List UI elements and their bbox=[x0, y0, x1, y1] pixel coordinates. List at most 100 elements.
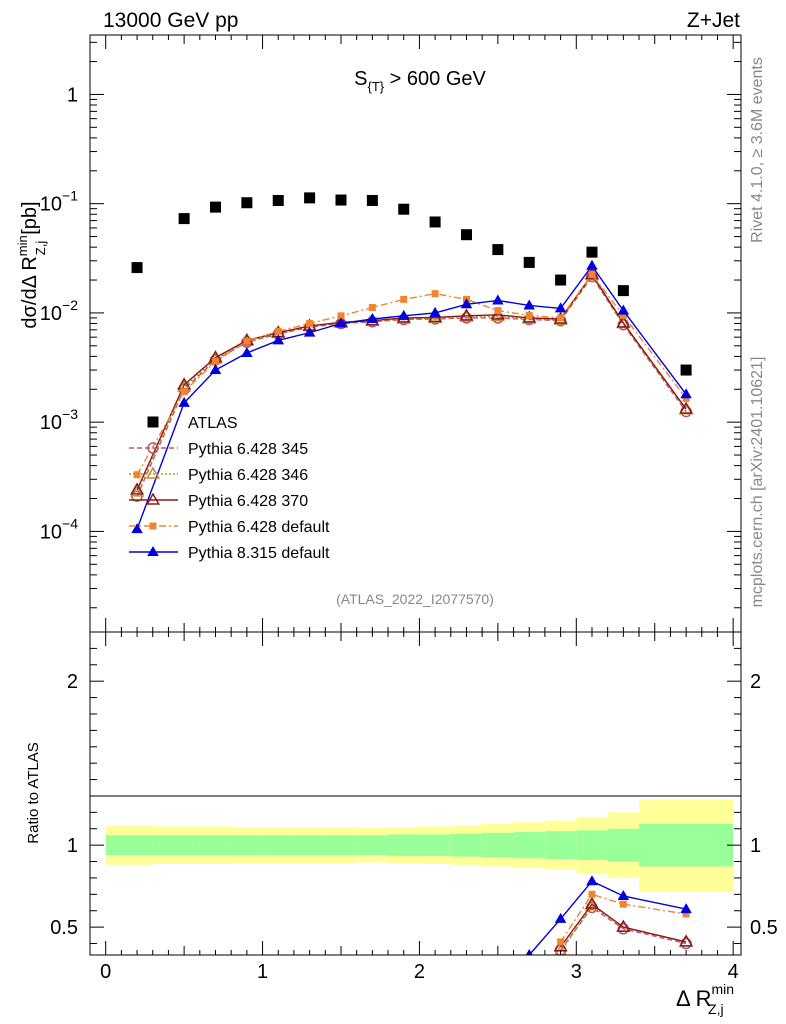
ratio-point bbox=[679, 934, 694, 947]
data-point bbox=[241, 197, 253, 209]
series-line bbox=[136, 273, 687, 476]
data-point bbox=[397, 309, 410, 320]
mcplots-label: mcplots.cern.ch [arXiv:2401.10621] bbox=[749, 357, 766, 608]
data-point bbox=[616, 315, 631, 328]
ratio-point bbox=[588, 890, 596, 898]
legend-label: Pythia 6.428 345 bbox=[188, 441, 308, 458]
data-point bbox=[679, 401, 694, 414]
data-point bbox=[680, 388, 692, 399]
legend-marker bbox=[149, 522, 157, 530]
ratio-band-inner bbox=[388, 834, 420, 856]
data-point bbox=[460, 229, 472, 241]
data-point bbox=[680, 364, 692, 376]
ratio-band-inner bbox=[639, 823, 734, 867]
data-point bbox=[494, 307, 502, 315]
ratio-band-inner bbox=[262, 835, 294, 855]
x-axis-title-sup: min bbox=[711, 981, 734, 997]
data-point bbox=[335, 194, 347, 206]
ratio-band-inner bbox=[105, 835, 153, 855]
data-point bbox=[304, 192, 316, 204]
legend-entry: Pythia 6.428 346 bbox=[129, 466, 308, 484]
data-point bbox=[619, 311, 627, 319]
y-tick-label: 10−3 bbox=[40, 406, 78, 434]
y-tick-label: 10−2 bbox=[40, 297, 78, 325]
y-tick-label: 1 bbox=[67, 84, 78, 106]
data-point bbox=[303, 326, 316, 337]
legend-label: Pythia 6.428 370 bbox=[188, 493, 308, 510]
data-point bbox=[130, 482, 145, 495]
data-point bbox=[429, 306, 441, 317]
ratio-line bbox=[560, 906, 687, 951]
data-point bbox=[178, 396, 190, 407]
ratio-y-tick-labels: 0.5 0.5 1 1 2 2 bbox=[50, 671, 778, 939]
x-tick-label: 0 bbox=[100, 961, 111, 983]
x-axis-title-sub: Z,j bbox=[708, 1001, 724, 1017]
ratio-y-axis-title: Ratio to ATLAS bbox=[25, 742, 42, 843]
data-point bbox=[557, 314, 565, 322]
legend-entry: ATLAS bbox=[147, 415, 238, 432]
chart-title-rest: > 600 GeV bbox=[384, 68, 486, 90]
data-point bbox=[523, 256, 535, 268]
process-label: Z+Jet bbox=[687, 9, 740, 32]
data-point bbox=[492, 244, 504, 256]
data-point bbox=[241, 346, 253, 357]
ratio-point bbox=[554, 912, 567, 923]
ratio-y-tick-label-left: 0.5 bbox=[50, 917, 78, 939]
data-point bbox=[209, 364, 222, 375]
ratio-band-inner bbox=[544, 831, 577, 860]
ratio-point bbox=[680, 903, 692, 914]
data-point bbox=[431, 290, 439, 298]
legend-label: ATLAS bbox=[188, 415, 238, 432]
legend-entry: Pythia 8.315 default bbox=[129, 545, 330, 562]
analysis-id: (ATLAS_2022_I2077570) bbox=[336, 591, 494, 607]
data-point bbox=[131, 523, 143, 534]
data-point bbox=[131, 262, 143, 274]
ratio-band-inner bbox=[356, 835, 389, 855]
legend-marker bbox=[147, 416, 159, 428]
data-point bbox=[429, 216, 441, 228]
data-point bbox=[180, 388, 188, 396]
x-tick-label: 2 bbox=[414, 961, 425, 983]
y-axis-title-unit: [pb] bbox=[19, 201, 41, 234]
legend-marker bbox=[145, 492, 161, 505]
ratio-band-inner bbox=[607, 828, 640, 862]
y-tick-label: 10−4 bbox=[40, 515, 78, 543]
data-point bbox=[178, 213, 190, 225]
ratio-axis-ticks bbox=[90, 632, 741, 955]
data-point bbox=[366, 312, 379, 323]
ratio-uncertainty-bands bbox=[105, 799, 734, 892]
ratio-y-tick-label-right: 2 bbox=[750, 671, 761, 693]
ratio-y-tick-label-right: 0.5 bbox=[750, 917, 778, 939]
data-point bbox=[586, 246, 598, 258]
data-point bbox=[492, 294, 504, 305]
ratio-point bbox=[617, 889, 630, 900]
legend-entry: Pythia 6.428 370 bbox=[129, 492, 308, 510]
x-tick-labels: 0 1 2 3 4 bbox=[100, 961, 739, 983]
chart-title-sub: {T} bbox=[367, 79, 384, 94]
ratio-point bbox=[586, 875, 598, 886]
y-tick-label: 10−1 bbox=[40, 188, 78, 216]
chart-title: S{T} > 600 GeV bbox=[354, 68, 486, 94]
legend-label: Pythia 6.428 default bbox=[188, 519, 330, 536]
ratio-point bbox=[616, 919, 631, 932]
ratio-band-inner bbox=[450, 833, 483, 857]
legend-marker bbox=[147, 442, 159, 454]
y-axis-title-sup: min bbox=[15, 235, 30, 256]
data-point bbox=[368, 304, 376, 312]
ratio-band-inner bbox=[152, 835, 200, 855]
chart-title-main: S bbox=[354, 68, 367, 90]
data-point bbox=[274, 327, 282, 335]
main-panel: 1 10−1 10−2 10−3 10−4 S{T} > 600 GeV (ATLAS_… bbox=[15, 34, 742, 633]
ratio-band-inner bbox=[293, 835, 326, 855]
data-point bbox=[398, 203, 410, 215]
y-axis-title: dσ/dΔ Rmin Z,j [pb] bbox=[15, 201, 48, 328]
ratio-band-inner bbox=[325, 835, 357, 855]
data-point bbox=[588, 270, 596, 278]
ratio-band-inner bbox=[482, 832, 514, 858]
ratio-series-pythia-8-315-default bbox=[525, 875, 692, 955]
legend-label: Pythia 6.428 346 bbox=[188, 467, 308, 484]
x-axis-title: Δ Rmin Z,j bbox=[676, 981, 734, 1017]
legend-marker bbox=[147, 546, 159, 556]
data-point bbox=[366, 194, 378, 206]
